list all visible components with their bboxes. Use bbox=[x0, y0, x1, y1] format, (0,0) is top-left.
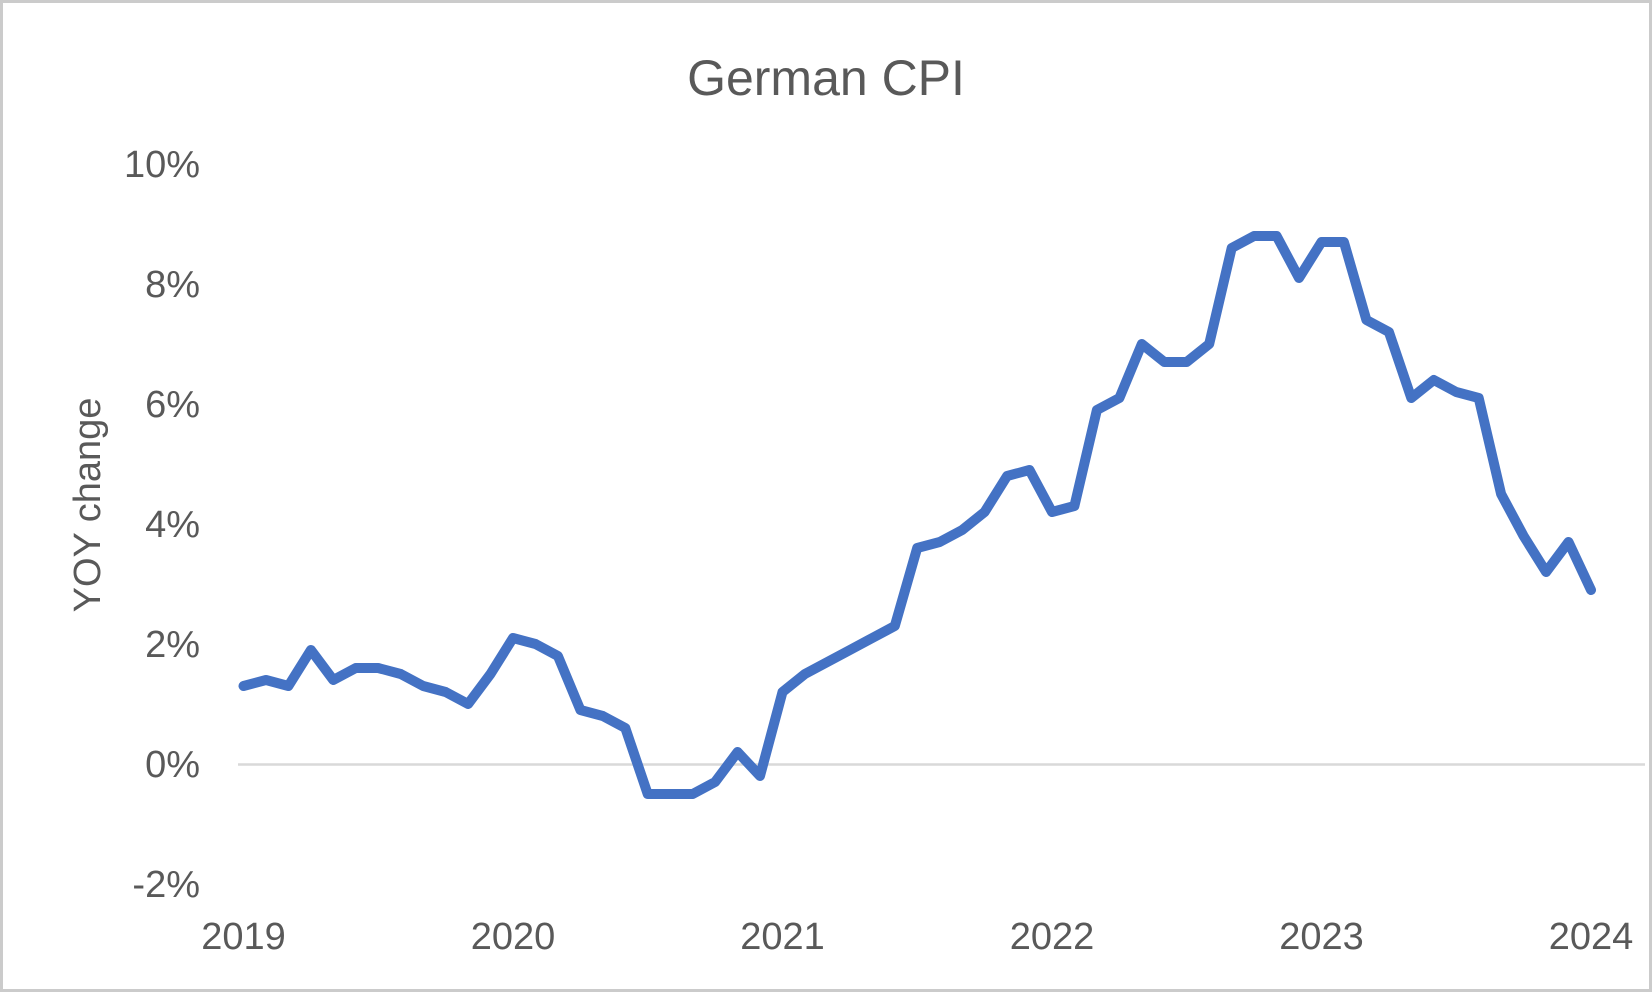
y-tick-0pct: 0% bbox=[145, 744, 200, 786]
x-tick-2020: 2020 bbox=[471, 916, 556, 958]
x-axis-tick-labels: 2019 2020 2021 2022 2023 2024 bbox=[201, 916, 1633, 958]
y-tick-neg2pct: -2% bbox=[132, 864, 200, 906]
y-axis-tick-labels: 10% 8% 6% 4% 2% 0% -2% bbox=[124, 144, 200, 906]
chart-title: German CPI bbox=[687, 50, 965, 106]
y-tick-6pct: 6% bbox=[145, 384, 200, 426]
y-axis-title: YOY change bbox=[67, 398, 109, 613]
y-tick-2pct: 2% bbox=[145, 624, 200, 666]
y-tick-10pct: 10% bbox=[124, 144, 200, 186]
cpi-line-series bbox=[238, 231, 1596, 799]
x-tick-2019: 2019 bbox=[201, 916, 286, 958]
y-tick-8pct: 8% bbox=[145, 264, 200, 306]
x-tick-2024: 2024 bbox=[1549, 916, 1634, 958]
x-tick-2021: 2021 bbox=[740, 916, 825, 958]
x-tick-2023: 2023 bbox=[1279, 916, 1364, 958]
y-tick-4pct: 4% bbox=[145, 504, 200, 546]
x-tick-2022: 2022 bbox=[1010, 916, 1095, 958]
